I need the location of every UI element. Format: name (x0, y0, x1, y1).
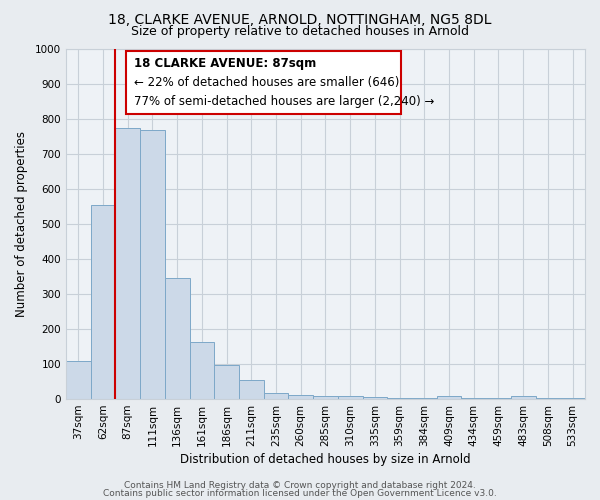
Bar (165, 278, 190, 399)
Text: Size of property relative to detached houses in Arnold: Size of property relative to detached ho… (131, 25, 469, 38)
Bar (387, 398, 412, 399)
Bar (486, 398, 511, 399)
Bar (437, 396, 461, 399)
Bar (214, 365, 239, 399)
FancyBboxPatch shape (125, 51, 401, 114)
Bar (239, 380, 263, 399)
Bar (362, 398, 387, 399)
Bar (536, 398, 560, 399)
Text: 18, CLARKE AVENUE, ARNOLD, NOTTINGHAM, NG5 8DL: 18, CLARKE AVENUE, ARNOLD, NOTTINGHAM, N… (108, 12, 492, 26)
Bar (263, 393, 289, 399)
Bar (338, 396, 362, 399)
Bar (511, 396, 536, 399)
Bar (115, 128, 140, 399)
Text: Contains HM Land Registry data © Crown copyright and database right 2024.: Contains HM Land Registry data © Crown c… (124, 481, 476, 490)
Bar (140, 130, 165, 399)
Bar (412, 398, 437, 399)
Bar (190, 342, 214, 399)
Bar (313, 396, 338, 399)
Bar (461, 398, 486, 399)
Bar (289, 394, 313, 399)
Bar (66, 360, 91, 399)
Y-axis label: Number of detached properties: Number of detached properties (15, 131, 28, 317)
Text: ← 22% of detached houses are smaller (646): ← 22% of detached houses are smaller (64… (134, 76, 400, 89)
Text: 18 CLARKE AVENUE: 87sqm: 18 CLARKE AVENUE: 87sqm (134, 56, 317, 70)
X-axis label: Distribution of detached houses by size in Arnold: Distribution of detached houses by size … (180, 453, 471, 466)
Bar (91, 205, 115, 399)
Bar (560, 398, 585, 399)
Text: Contains public sector information licensed under the Open Government Licence v3: Contains public sector information licen… (103, 488, 497, 498)
Text: 77% of semi-detached houses are larger (2,240) →: 77% of semi-detached houses are larger (… (134, 95, 435, 108)
